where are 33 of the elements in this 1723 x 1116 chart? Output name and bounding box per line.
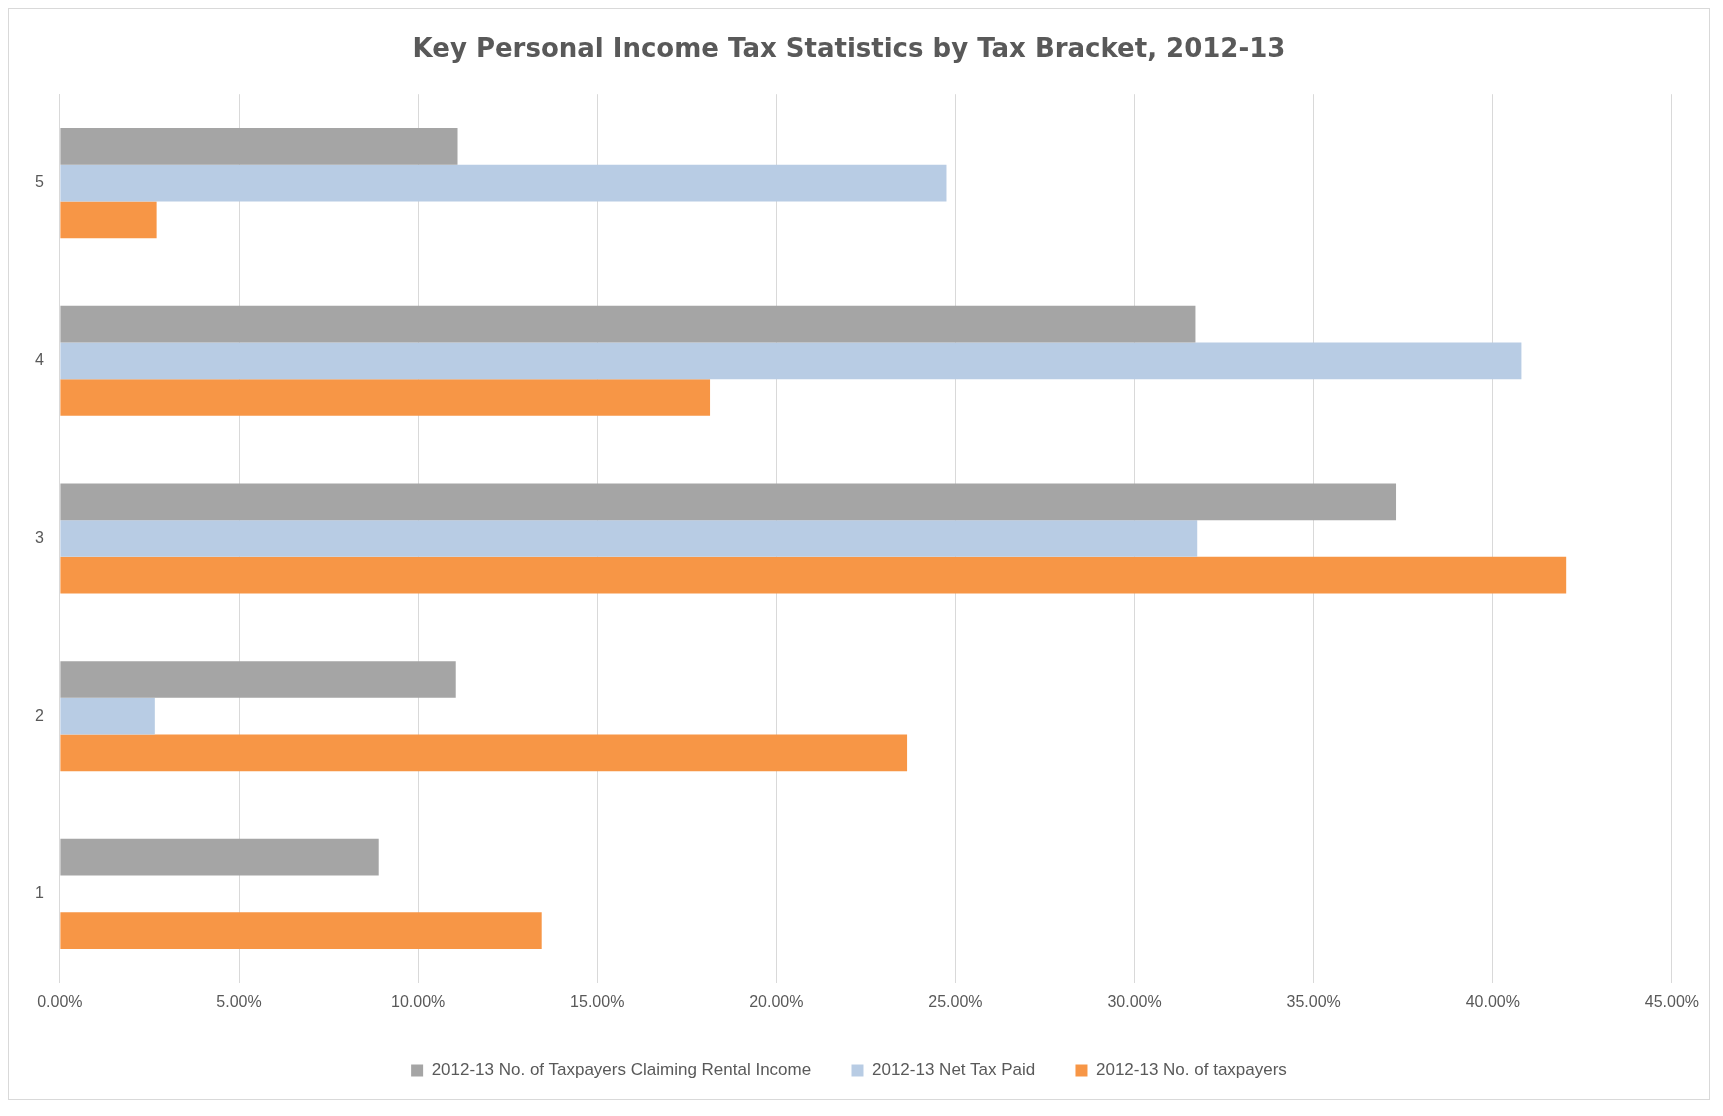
bar bbox=[60, 838, 379, 876]
bar bbox=[60, 556, 1567, 594]
x-tick-label: 20.00% bbox=[749, 992, 804, 1010]
bar bbox=[60, 661, 456, 698]
x-tick-label: 25.00% bbox=[928, 992, 983, 1010]
y-tick-label: 4 bbox=[34, 351, 44, 369]
x-tick-label: 10.00% bbox=[390, 992, 446, 1010]
x-tick-label: 15.00% bbox=[570, 992, 625, 1010]
y-tick-label: 5 bbox=[34, 173, 44, 191]
legend-label: 2012-13 No. of taxpayers bbox=[1095, 1060, 1287, 1080]
bar bbox=[60, 379, 711, 416]
bar bbox=[60, 305, 1196, 343]
bar bbox=[60, 520, 1198, 557]
y-tick-label: 1 bbox=[34, 884, 44, 902]
x-tick-label: 5.00% bbox=[216, 992, 262, 1010]
bar bbox=[60, 734, 908, 772]
x-tick-label: 0.00% bbox=[37, 992, 83, 1010]
y-tick-label: 3 bbox=[34, 528, 44, 546]
x-tick-label: 40.00% bbox=[1465, 992, 1520, 1010]
x-tick-label: 45.00% bbox=[1644, 992, 1699, 1010]
legend-label: 2012-13 Net Tax Paid bbox=[871, 1060, 1036, 1080]
bar bbox=[60, 201, 157, 239]
bar bbox=[60, 164, 947, 202]
bar bbox=[60, 342, 1522, 380]
bar bbox=[60, 483, 1397, 521]
bar bbox=[60, 127, 458, 165]
x-tick-label: 35.00% bbox=[1286, 992, 1341, 1010]
bar bbox=[60, 912, 542, 950]
y-tick-label: 2 bbox=[34, 706, 44, 724]
x-tick-label: 30.00% bbox=[1107, 992, 1162, 1010]
bar bbox=[60, 697, 155, 735]
chart-title: Key Personal Income Tax Statistics by Tax Bracket, 2012-13 bbox=[412, 33, 1286, 64]
legend-label: 2012-13 No. of Taxpayers Claiming Rental Income bbox=[431, 1060, 812, 1080]
